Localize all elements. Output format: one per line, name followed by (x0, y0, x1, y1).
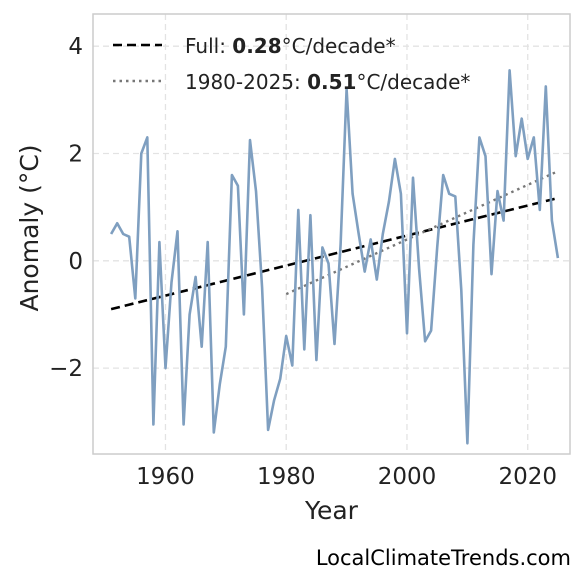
trend-line-full (110, 196, 559, 311)
x-axis-ticks: 1960 1980 2000 2020 (136, 464, 557, 490)
x-tick-label: 2020 (498, 464, 557, 490)
y-tick-label: −2 (49, 356, 83, 382)
y-axis-title: Anomaly (°C) (15, 144, 44, 311)
y-tick-label: 4 (68, 34, 83, 60)
anomaly-series-line (109, 69, 560, 445)
site-credit: LocalClimateTrends.com (315, 546, 571, 570)
legend-label: Full: 0.28°C/decade* (185, 34, 396, 58)
y-axis-ticks: −2 0 2 4 (49, 34, 83, 382)
trend-lines (110, 170, 559, 311)
grid (93, 14, 570, 454)
trend-line-recent (285, 170, 559, 296)
y-tick-label: 0 (68, 249, 83, 275)
x-tick-label: 1960 (136, 464, 195, 490)
legend: Full: 0.28°C/decade* 1980-2025: 0.51°C/de… (113, 34, 470, 94)
x-tick-label: 2000 (378, 464, 437, 490)
x-axis-title: Year (304, 496, 359, 525)
y-tick-label: 2 (68, 142, 83, 168)
plot-frame (92, 13, 571, 455)
x-tick-label: 1980 (257, 464, 316, 490)
legend-label: 1980-2025: 0.51°C/decade* (185, 70, 470, 94)
